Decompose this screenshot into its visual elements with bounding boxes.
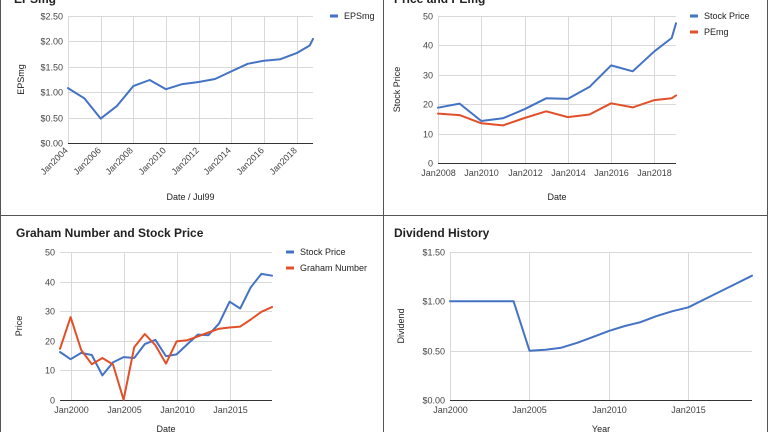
y-tick-label: 30 xyxy=(45,307,55,317)
y-tick-label: 10 xyxy=(45,366,55,376)
y-tick-label: $2.00 xyxy=(40,37,63,47)
x-tick-label: Jan2012 xyxy=(508,168,543,178)
x-axis-title: Year xyxy=(592,424,610,432)
x-axis-title: Date xyxy=(547,192,566,202)
chart-title: Graham Number and Stock Price xyxy=(16,226,204,240)
y-tick-label: 10 xyxy=(423,130,433,140)
chart-panel-dividend: Dividend History $0.00 $0.50 $1.00 $1.50 Jan2… xyxy=(394,226,753,432)
legend-entry: Stock Price xyxy=(300,247,346,257)
x-tick-label: Jan2008 xyxy=(421,168,456,178)
x-tick-label: Jan2000 xyxy=(433,405,468,415)
series-line-pemg xyxy=(437,94,677,127)
x-tick-label: Jan2005 xyxy=(107,405,142,415)
x-tick-label: Jan2015 xyxy=(213,405,248,415)
x-tick-label: Jan2010 xyxy=(160,405,195,415)
y-tick-label: $0.00 xyxy=(422,396,445,406)
x-tick-label: Jan2014 xyxy=(551,168,586,178)
chart-panel-graham: Graham Number and Stock Price 0 10 20 30 40 50… xyxy=(14,226,367,432)
y-axis-title: Dividend xyxy=(396,308,406,343)
y-axis-title: EPSmg xyxy=(16,64,26,95)
legend-entry: EPSmg xyxy=(344,11,375,21)
y-tick-label: 50 xyxy=(423,12,433,22)
x-axis-title: Date xyxy=(156,424,175,432)
y-tick-label: 20 xyxy=(423,100,433,110)
chart-title: EPSmg xyxy=(14,0,56,6)
chart-title: Dividend History xyxy=(394,226,490,240)
y-tick-label: $0.00 xyxy=(40,139,63,149)
x-tick-label: Jan2010 xyxy=(464,168,499,178)
chart-title: Price and PEmg xyxy=(394,0,485,6)
y-tick-label: $2.50 xyxy=(40,12,63,22)
series-line-epsmg xyxy=(67,37,314,120)
y-tick-label: $1.50 xyxy=(422,248,445,258)
y-tick-label: $0.50 xyxy=(422,347,445,357)
x-tick-label: Jan2005 xyxy=(512,405,547,415)
chart-panel-price-pe: Price and PEmg 0 10 20 30 40 50 Jan2008 Jan2010 J… xyxy=(392,0,750,202)
legend-entry: Stock Price xyxy=(704,11,750,21)
legend-entry: Graham Number xyxy=(300,263,367,273)
y-axis-title: Price xyxy=(14,316,24,337)
x-tick-label: Jan2016 xyxy=(594,168,629,178)
series-line-dividend xyxy=(449,274,753,352)
y-tick-label: 20 xyxy=(45,337,55,347)
x-axis-title: Date / Jul99 xyxy=(166,192,214,202)
y-tick-label: 0 xyxy=(50,396,55,406)
legend-entry: PEmg xyxy=(704,27,729,37)
y-tick-label: 40 xyxy=(45,278,55,288)
x-tick-label: Jan2010 xyxy=(592,405,627,415)
y-tick-label: $0.50 xyxy=(40,114,63,124)
y-tick-label: 50 xyxy=(45,248,55,258)
series-line-graham-number xyxy=(59,306,273,401)
y-axis-title: Stock Price xyxy=(392,67,402,113)
y-tick-label: $1.00 xyxy=(422,297,445,307)
y-tick-label: 0 xyxy=(428,159,433,169)
y-tick-label: 30 xyxy=(423,71,433,81)
x-tick-label: Jan2018 xyxy=(637,168,672,178)
x-tick-label: Jan2015 xyxy=(671,405,706,415)
y-tick-label: $1.00 xyxy=(40,88,63,98)
y-tick-label: 40 xyxy=(423,41,433,51)
series-line-stock-price xyxy=(437,22,677,122)
y-tick-label: $1.50 xyxy=(40,63,63,73)
x-tick-label: Jan2000 xyxy=(54,405,89,415)
